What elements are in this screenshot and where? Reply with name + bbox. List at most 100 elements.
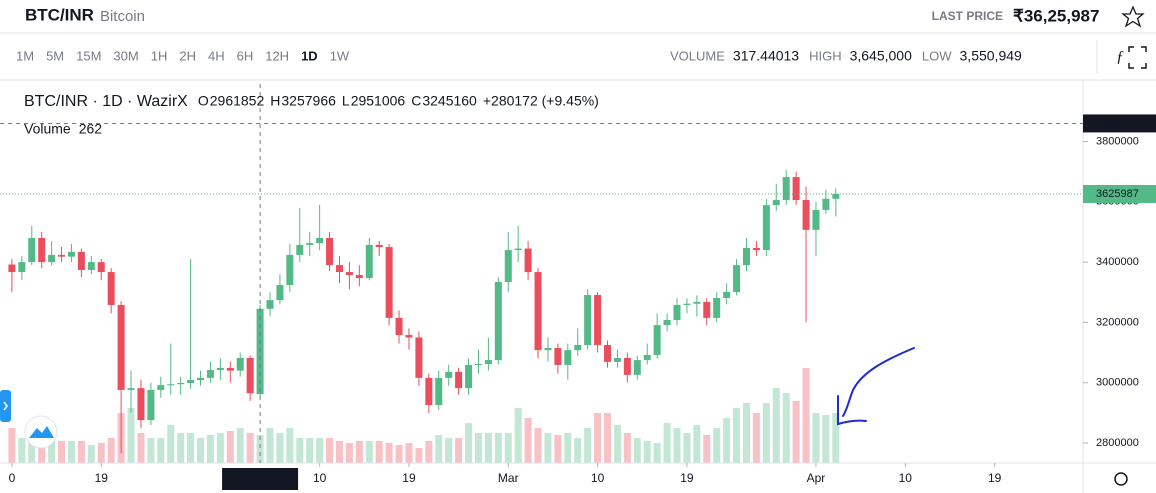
favorite-star[interactable]	[1121, 5, 1145, 28]
candle-body	[236, 357, 244, 371]
candle-body	[802, 200, 810, 230]
candle-body	[385, 247, 393, 318]
candle-body	[604, 345, 612, 362]
candle-body	[752, 247, 760, 251]
candle-body	[187, 379, 195, 384]
volume-bar	[286, 427, 294, 463]
volume-bar	[504, 432, 512, 463]
side-panel-toggle[interactable]	[0, 390, 11, 422]
candle-body	[544, 348, 552, 351]
interval-button[interactable]: 2H	[179, 48, 196, 63]
legend-field-value: 2951006	[351, 93, 406, 109]
candle-body	[415, 337, 423, 378]
volume-bar	[177, 432, 185, 463]
y-tick-label: 3200000	[1096, 316, 1139, 328]
interval-button[interactable]: 6H	[237, 48, 254, 63]
candle-body	[38, 237, 46, 263]
candle-body	[643, 354, 651, 361]
stat-label: VOLUME	[670, 48, 725, 63]
last-price-label: 3625987	[1096, 188, 1139, 200]
candle-body	[703, 301, 711, 318]
volume-bar	[236, 427, 244, 463]
symbol: BTC/INR	[25, 5, 94, 24]
volume-bar	[256, 435, 264, 463]
volume-bar	[216, 432, 224, 463]
interval-button[interactable]: 1H	[151, 48, 168, 63]
candle-body	[306, 243, 314, 245]
volume-bar	[752, 412, 760, 463]
candle-body	[97, 262, 105, 273]
candle-body	[822, 198, 830, 210]
candle-body	[534, 272, 542, 351]
interval-button[interactable]: 1W	[330, 48, 350, 63]
candle-body	[316, 237, 324, 244]
y-tick-label: 3000000	[1096, 377, 1139, 389]
interval-button[interactable]: 1M	[16, 48, 34, 63]
candle-body	[137, 388, 145, 421]
candle-body	[613, 357, 621, 362]
volume-bar	[28, 437, 36, 463]
volume-bar	[365, 440, 373, 463]
interval-button[interactable]: 1D	[301, 48, 318, 63]
candle-body	[425, 377, 433, 406]
candle-body	[326, 237, 334, 266]
stat-value: 317.44013	[733, 48, 799, 64]
volume-bar	[167, 424, 175, 463]
volume-bar	[296, 437, 304, 463]
volume-bar	[623, 432, 631, 463]
last-price: ₹36,25,987	[1013, 6, 1099, 25]
volume-bar	[385, 443, 393, 463]
volume-bar	[832, 412, 840, 463]
volume-bar	[484, 432, 492, 463]
candle-body	[127, 388, 135, 390]
volume-bar	[157, 437, 165, 463]
stat-label: HIGH	[809, 48, 842, 63]
y-tick-label: 3400000	[1096, 256, 1139, 268]
volume-bar	[266, 427, 274, 463]
volume-bar	[604, 412, 612, 463]
candle-body	[484, 360, 492, 365]
candle-body	[435, 377, 443, 406]
settings-button[interactable]	[1114, 472, 1128, 486]
candle-body	[832, 193, 840, 199]
volume-bar	[38, 440, 46, 463]
plot	[0, 169, 1083, 463]
interval-button[interactable]: 15M	[76, 48, 101, 63]
candle-body	[494, 282, 502, 361]
interval-button[interactable]: 4H	[208, 48, 225, 63]
last-price-marker	[1083, 184, 1156, 203]
legend-field-value: 2961852	[210, 93, 265, 109]
candle-body	[455, 371, 463, 389]
legend-field-label: H	[270, 93, 280, 109]
volume-bar	[544, 432, 552, 463]
volume-bar	[554, 435, 562, 463]
candle-body	[77, 251, 85, 270]
crosshair-date-box	[222, 468, 299, 490]
candle-body	[524, 248, 532, 273]
candle-body	[713, 297, 721, 318]
candle-body	[266, 300, 274, 309]
fullscreen-button[interactable]	[1128, 46, 1147, 69]
x-tick-label: 19	[680, 471, 694, 485]
y-tick-label: 2800000	[1096, 437, 1139, 449]
interval-button[interactable]: 12H	[265, 48, 289, 63]
volume-bar	[643, 440, 651, 463]
candle-body	[147, 389, 155, 421]
candle-body	[375, 244, 383, 248]
candle-body	[276, 285, 284, 301]
legend-title: BTC/INR · 1D · WazirX	[24, 93, 188, 110]
candle-body	[216, 367, 224, 371]
volume-bar	[733, 407, 741, 463]
indicators-button[interactable]: ƒ	[1116, 49, 1124, 66]
volume-bar	[405, 443, 413, 463]
volume-bar	[395, 445, 403, 463]
interval-button[interactable]: 30M	[113, 48, 138, 63]
interval-button[interactable]: 5M	[46, 48, 64, 63]
x-tick-label: Mar	[498, 471, 519, 485]
volume-bar	[465, 423, 473, 463]
volume-bar	[147, 437, 155, 463]
volume-bar	[703, 435, 711, 463]
volume-bar	[77, 440, 85, 463]
